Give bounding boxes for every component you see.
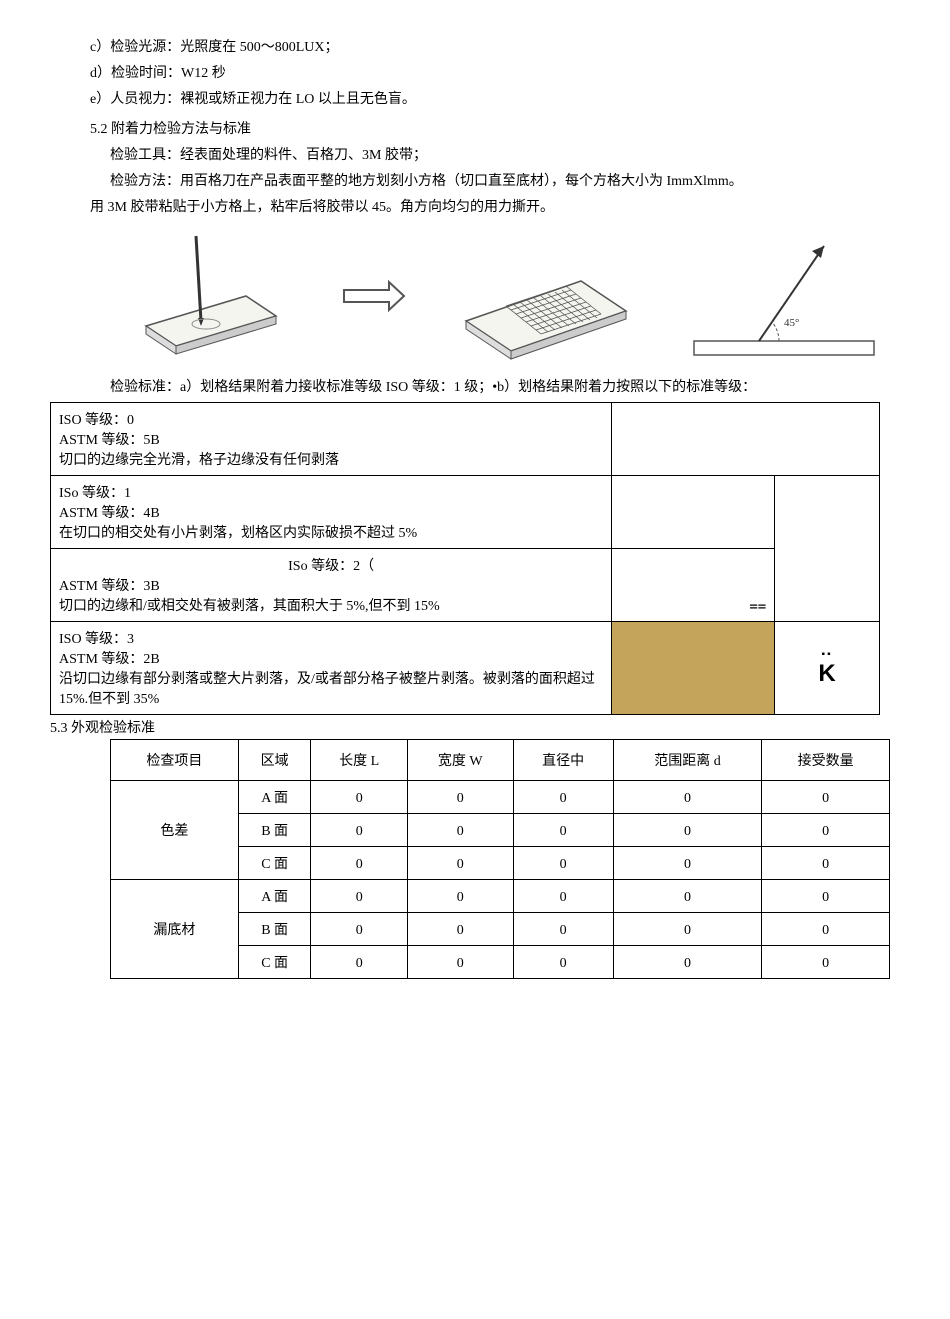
iso-row-3-k: ▪▪ K: [775, 622, 880, 715]
iso-row-2-text: ISo 等级：2（ ASTM 等级：3B 切口的边缘和/或相交处有被剥落，其面积…: [51, 549, 612, 622]
value-cell: 0: [762, 913, 890, 946]
table-row: 色差A 面00000: [111, 781, 890, 814]
line-e: e）人员视力：裸视或矫正视力在 LO 以上且无色盲。: [90, 88, 900, 108]
iso-row-0-img: [612, 403, 880, 476]
iso-row-1-img-a: [612, 476, 775, 549]
diagram-angle: 45°: [684, 226, 884, 366]
line-d: d）检验时间：W12 秒: [90, 62, 900, 82]
value-cell: 0: [311, 913, 407, 946]
value-cell: 0: [762, 814, 890, 847]
angle-label: 45°: [784, 317, 799, 329]
th-width: 宽度 W: [407, 740, 513, 781]
zone-cell: A 面: [238, 880, 311, 913]
value-cell: 0: [613, 913, 761, 946]
th-qty: 接受数量: [762, 740, 890, 781]
th-diameter: 直径中: [513, 740, 613, 781]
appearance-table: 检查项目 区域 长度 L 宽度 W 直径中 范围距离 d 接受数量 色差A 面0…: [110, 739, 890, 979]
iso-row-0-text: ISO 等级：0 ASTM 等级：5B 切口的边缘完全光滑，格子边缘没有任何剥落: [51, 403, 612, 476]
value-cell: 0: [613, 781, 761, 814]
value-cell: 0: [513, 946, 613, 979]
value-cell: 0: [407, 781, 513, 814]
value-cell: 0: [762, 781, 890, 814]
table-row: 漏底材A 面00000: [111, 880, 890, 913]
th-distance: 范围距离 d: [613, 740, 761, 781]
value-cell: 0: [311, 781, 407, 814]
iso-row-1-text: ISo 等级：1 ASTM 等级：4B 在切口的相交处有小片剥落，划格区内实际破…: [51, 476, 612, 549]
value-cell: 0: [762, 946, 890, 979]
item-cell: 漏底材: [111, 880, 239, 979]
value-cell: 0: [513, 814, 613, 847]
heading-5-3: 5.3 外观检验标准: [50, 717, 900, 737]
heading-5-2: 5.2 附着力检验方法与标准: [90, 118, 900, 138]
iso-row-3-img-a: [612, 622, 775, 715]
iso-row-2-img-a: ==: [612, 549, 775, 622]
value-cell: 0: [311, 880, 407, 913]
value-cell: 0: [407, 880, 513, 913]
value-cell: 0: [613, 847, 761, 880]
arrow-icon: [339, 276, 409, 316]
value-cell: 0: [513, 913, 613, 946]
zone-cell: B 面: [238, 814, 311, 847]
value-cell: 0: [513, 781, 613, 814]
value-cell: 0: [762, 847, 890, 880]
value-cell: 0: [407, 847, 513, 880]
zone-cell: B 面: [238, 913, 311, 946]
value-cell: 0: [407, 946, 513, 979]
iso-row-1-img-b: [775, 476, 880, 622]
item-cell: 色差: [111, 781, 239, 880]
th-item: 检查项目: [111, 740, 239, 781]
value-cell: 0: [762, 880, 890, 913]
value-cell: 0: [513, 847, 613, 880]
iso-grade-table: ISO 等级：0 ASTM 等级：5B 切口的边缘完全光滑，格子边缘没有任何剥落…: [50, 402, 880, 715]
line-std: 检验标准：a）划格结果附着力接收标准等级 ISO 等级：1 级；•b）划格结果附…: [110, 376, 900, 396]
iso-row-3-text: ISO 等级：3 ASTM 等级：2B 沿切口边缘有部分剥落或整大片剥落，及/或…: [51, 622, 612, 715]
diagram-scribe: [126, 226, 296, 366]
diagram-row: 45°: [110, 226, 900, 366]
value-cell: 0: [311, 946, 407, 979]
line-c: c）检验光源：光照度在 500〜800LUX；: [90, 36, 900, 56]
th-zone: 区域: [238, 740, 311, 781]
table-header-row: 检查项目 区域 长度 L 宽度 W 直径中 范围距离 d 接受数量: [111, 740, 890, 781]
value-cell: 0: [311, 847, 407, 880]
th-length: 长度 L: [311, 740, 407, 781]
zone-cell: C 面: [238, 946, 311, 979]
value-cell: 0: [407, 814, 513, 847]
value-cell: 0: [613, 814, 761, 847]
value-cell: 0: [613, 880, 761, 913]
zone-cell: A 面: [238, 781, 311, 814]
line-tool: 检验工具：经表面处理的料件、百格刀、3M 胶带；: [110, 144, 900, 164]
line-method: 检验方法：用百格刀在产品表面平整的地方划刻小方格（切口直至底材），每个方格大小为…: [110, 170, 900, 190]
zone-cell: C 面: [238, 847, 311, 880]
value-cell: 0: [311, 814, 407, 847]
value-cell: 0: [613, 946, 761, 979]
value-cell: 0: [407, 913, 513, 946]
value-cell: 0: [513, 880, 613, 913]
line-tape: 用 3M 胶带粘贴于小方格上，粘牢后将胶带以 45。角方向均匀的用力撕开。: [90, 196, 900, 216]
diagram-grid: [451, 226, 641, 366]
